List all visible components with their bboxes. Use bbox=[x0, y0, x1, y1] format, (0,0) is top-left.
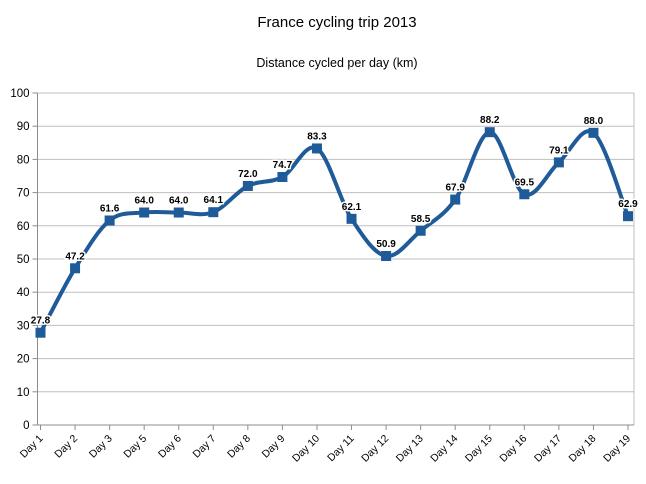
data-label: 74.7 bbox=[273, 160, 293, 171]
data-label: 69.5 bbox=[515, 177, 535, 188]
y-tick-label: 40 bbox=[17, 287, 30, 299]
y-tick-label: 10 bbox=[17, 387, 30, 399]
x-tick-label: Day 15 bbox=[463, 433, 495, 465]
x-tick-label: Day 2 bbox=[52, 433, 80, 461]
data-label: 88.2 bbox=[480, 115, 500, 126]
x-tick-label: Day 18 bbox=[567, 433, 599, 465]
y-tick-label: 80 bbox=[17, 154, 30, 166]
chart-title: France cycling trip 2013 bbox=[257, 14, 417, 31]
data-point-marker bbox=[311, 143, 322, 154]
data-point-marker bbox=[139, 207, 150, 218]
y-tick-label: 100 bbox=[10, 88, 29, 100]
x-tick-label: Day 13 bbox=[394, 433, 426, 465]
data-label: 47.2 bbox=[65, 251, 85, 262]
data-label: 62.1 bbox=[342, 202, 362, 213]
data-point-marker bbox=[519, 189, 530, 200]
data-label: 27.8 bbox=[31, 316, 51, 327]
x-tick-label: Day 12 bbox=[359, 433, 391, 465]
y-tick-label: 50 bbox=[17, 254, 30, 266]
x-tick-label: Day 5 bbox=[121, 433, 149, 461]
data-point-marker bbox=[450, 194, 461, 205]
y-tick-label: 90 bbox=[17, 121, 30, 133]
x-tick-label: Day 7 bbox=[191, 433, 219, 461]
x-tick-label: Day 19 bbox=[601, 433, 633, 465]
y-tick-label: 60 bbox=[17, 221, 30, 233]
data-label: 62.9 bbox=[618, 199, 638, 210]
data-point-marker bbox=[277, 171, 288, 182]
chart-subtitle: Distance cycled per day (km) bbox=[256, 56, 418, 70]
x-tick-label: Day 17 bbox=[532, 433, 564, 465]
x-tick-label: Day 10 bbox=[290, 433, 322, 465]
data-point-marker bbox=[623, 211, 633, 222]
x-tick-label: Day 1 bbox=[18, 433, 46, 461]
data-label: 88.0 bbox=[584, 116, 604, 127]
data-point-marker bbox=[415, 225, 426, 236]
data-label: 61.6 bbox=[100, 203, 120, 214]
data-point-marker bbox=[208, 207, 219, 218]
data-point-marker bbox=[346, 213, 357, 224]
data-point-marker bbox=[381, 251, 392, 262]
data-label: 64.1 bbox=[204, 195, 224, 206]
data-point-marker bbox=[242, 180, 253, 191]
data-label: 58.5 bbox=[411, 214, 431, 225]
x-tick-label: Day 9 bbox=[260, 433, 288, 461]
x-tick-label: Day 3 bbox=[87, 433, 115, 461]
data-point-marker bbox=[173, 207, 184, 218]
data-point-marker bbox=[484, 127, 495, 138]
data-point-marker bbox=[104, 215, 115, 226]
x-tick-label: Day 8 bbox=[225, 433, 253, 461]
data-label: 64.0 bbox=[169, 196, 189, 207]
data-label: 64.0 bbox=[134, 196, 154, 207]
data-label: 50.9 bbox=[376, 239, 396, 250]
x-tick-label: Day 11 bbox=[325, 433, 357, 465]
x-tick-label: Day 14 bbox=[428, 433, 460, 465]
data-point-marker bbox=[35, 327, 46, 338]
data-point-marker bbox=[70, 263, 81, 274]
y-tick-label: 70 bbox=[17, 188, 30, 200]
data-label: 79.1 bbox=[549, 145, 569, 156]
data-label: 72.0 bbox=[238, 169, 258, 180]
x-tick-label: Day 16 bbox=[497, 433, 529, 465]
data-label: 83.3 bbox=[307, 131, 327, 142]
data-label: 67.9 bbox=[445, 183, 465, 194]
y-tick-label: 30 bbox=[17, 320, 30, 332]
x-tick-label: Day 6 bbox=[156, 433, 184, 461]
series-line bbox=[38, 129, 630, 335]
y-tick-label: 20 bbox=[17, 354, 30, 366]
data-point-marker bbox=[588, 127, 599, 138]
data-point-marker bbox=[553, 157, 564, 168]
y-tick-label: 0 bbox=[23, 420, 29, 432]
